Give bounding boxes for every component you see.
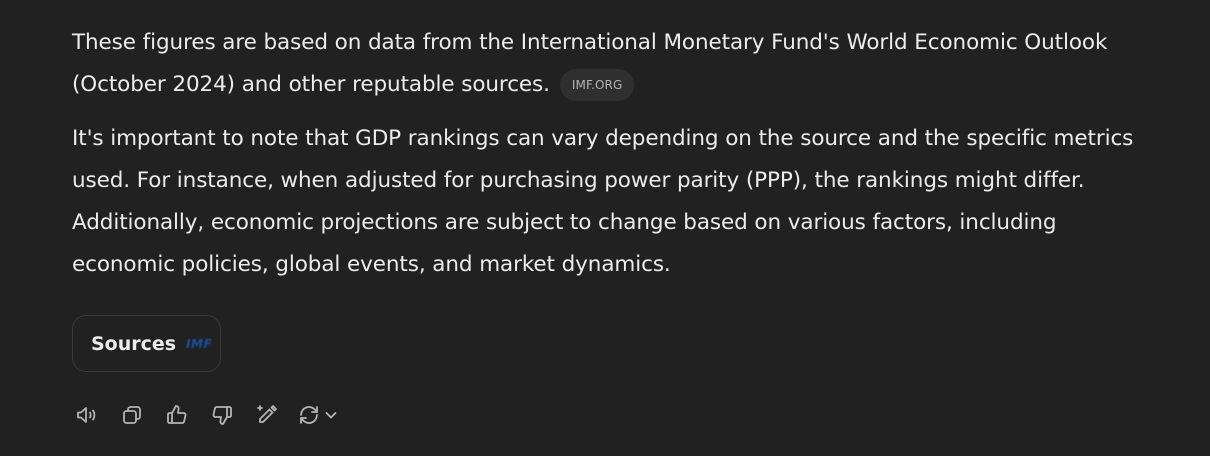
thumbs-down-icon xyxy=(212,406,232,425)
copy-button[interactable] xyxy=(117,400,147,430)
sources-label: Sources xyxy=(91,332,177,355)
regenerate-icon xyxy=(300,406,318,424)
citation-chip[interactable]: IMF.ORG xyxy=(559,69,635,101)
message-paragraph: These figures are based on data from the… xyxy=(72,22,1142,106)
sources-button[interactable]: Sources IMF xyxy=(72,315,221,372)
edit-in-canvas-icon xyxy=(257,405,277,423)
message-actions xyxy=(72,400,339,430)
thumbs-up-button[interactable] xyxy=(162,400,192,430)
imf-favicon-icon: IMF xyxy=(186,336,213,351)
message-paragraph: It's important to note that GDP rankings… xyxy=(72,126,1134,277)
regenerate-button[interactable] xyxy=(297,403,339,427)
edit-in-canvas-button[interactable] xyxy=(252,400,282,430)
thumbs-down-button[interactable] xyxy=(207,400,237,430)
read-aloud-icon xyxy=(77,407,96,423)
copy-icon xyxy=(123,406,141,424)
assistant-message: These figures are based on data from the… xyxy=(72,22,1142,286)
chevron-down-icon xyxy=(325,412,337,419)
paragraph-text: These figures are based on data from the… xyxy=(72,30,1108,97)
thumbs-up-icon xyxy=(167,405,187,424)
read-aloud-button[interactable] xyxy=(72,400,102,430)
